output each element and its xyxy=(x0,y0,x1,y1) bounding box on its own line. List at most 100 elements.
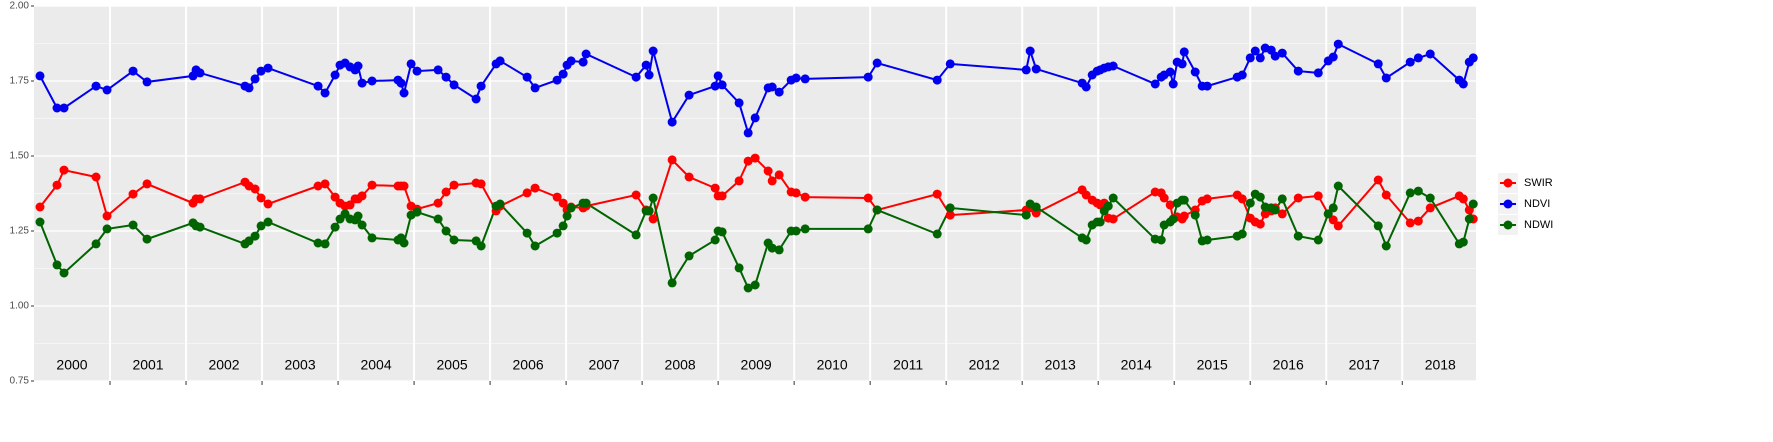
data-point xyxy=(1468,53,1478,63)
data-point xyxy=(1373,59,1383,69)
data-point xyxy=(320,179,330,189)
data-point xyxy=(631,190,641,200)
data-point xyxy=(1095,217,1105,227)
data-point xyxy=(1081,190,1091,200)
data-point xyxy=(581,198,591,208)
data-point xyxy=(1190,67,1200,77)
data-point xyxy=(1313,68,1323,78)
year-label: 2001 xyxy=(132,357,163,373)
year-label: 2011 xyxy=(893,357,923,373)
data-point xyxy=(1103,201,1113,211)
data-point xyxy=(684,172,694,182)
year-label: 2008 xyxy=(665,357,696,373)
data-point xyxy=(1250,46,1260,56)
data-point xyxy=(774,87,784,97)
data-point xyxy=(1150,79,1160,89)
data-point xyxy=(750,280,760,290)
data-point xyxy=(412,207,422,217)
year-label: 2003 xyxy=(284,357,315,373)
data-point xyxy=(552,75,562,85)
data-point xyxy=(1025,46,1035,56)
data-point xyxy=(684,90,694,100)
data-point xyxy=(743,128,753,138)
y-tick-label: 1.75 xyxy=(10,76,30,87)
data-point xyxy=(263,199,273,209)
data-point xyxy=(313,81,323,91)
y-tick-label: 1.25 xyxy=(10,226,30,237)
data-point xyxy=(1413,186,1423,196)
data-point xyxy=(667,117,677,127)
data-point xyxy=(399,181,409,191)
data-point xyxy=(552,192,562,202)
data-point xyxy=(1159,193,1169,203)
data-point xyxy=(578,57,588,67)
data-point xyxy=(1313,235,1323,245)
data-point xyxy=(1179,195,1189,205)
data-point xyxy=(932,229,942,239)
data-point xyxy=(641,60,651,70)
data-point xyxy=(59,165,69,175)
data-point xyxy=(562,211,572,221)
data-point xyxy=(353,61,363,71)
data-point xyxy=(1328,52,1338,62)
data-point xyxy=(244,83,254,93)
year-label: 2010 xyxy=(817,357,848,373)
year-label: 2012 xyxy=(969,357,1000,373)
year-label: 2004 xyxy=(360,357,391,373)
data-point xyxy=(1031,202,1041,212)
data-point xyxy=(1468,199,1478,209)
data-point xyxy=(1425,203,1435,213)
data-point xyxy=(476,81,486,91)
data-point xyxy=(684,251,694,261)
data-point xyxy=(1333,39,1343,49)
data-point xyxy=(35,71,45,81)
data-point xyxy=(1031,64,1041,74)
legend-label: NDVI xyxy=(1524,198,1550,210)
data-point xyxy=(52,180,62,190)
data-point xyxy=(263,63,273,73)
data-point xyxy=(91,239,101,249)
year-label: 2006 xyxy=(513,357,544,373)
data-point xyxy=(320,88,330,98)
data-point xyxy=(667,155,677,165)
data-point xyxy=(495,199,505,209)
data-point xyxy=(522,228,532,238)
data-point xyxy=(441,187,451,197)
year-label: 2002 xyxy=(208,357,239,373)
data-point xyxy=(441,226,451,236)
data-point xyxy=(750,113,760,123)
data-point xyxy=(734,176,744,186)
data-point xyxy=(791,226,801,236)
data-point xyxy=(863,224,873,234)
y-tick-label: 0.75 xyxy=(10,376,30,387)
data-point xyxy=(91,81,101,91)
data-point xyxy=(256,193,266,203)
data-point xyxy=(128,66,138,76)
data-point xyxy=(1202,194,1212,204)
data-point xyxy=(1168,214,1178,224)
data-point xyxy=(128,220,138,230)
data-point xyxy=(250,231,260,241)
data-point xyxy=(522,72,532,82)
data-point xyxy=(1277,194,1287,204)
data-point xyxy=(1458,194,1468,204)
year-label: 2015 xyxy=(1197,357,1228,373)
data-point xyxy=(441,72,451,82)
data-point xyxy=(1405,57,1415,67)
data-point xyxy=(932,189,942,199)
data-point xyxy=(710,183,720,193)
data-point xyxy=(530,183,540,193)
data-point xyxy=(1245,53,1255,63)
data-point xyxy=(256,66,266,76)
data-point xyxy=(767,82,777,92)
data-point xyxy=(1165,67,1175,77)
data-point xyxy=(1237,194,1247,204)
data-point xyxy=(713,71,723,81)
y-tick-label: 1.00 xyxy=(10,301,30,312)
data-point xyxy=(1179,47,1189,57)
data-point xyxy=(530,83,540,93)
data-point xyxy=(433,214,443,224)
data-point xyxy=(743,283,753,293)
data-point xyxy=(1277,48,1287,58)
data-point xyxy=(367,233,377,243)
